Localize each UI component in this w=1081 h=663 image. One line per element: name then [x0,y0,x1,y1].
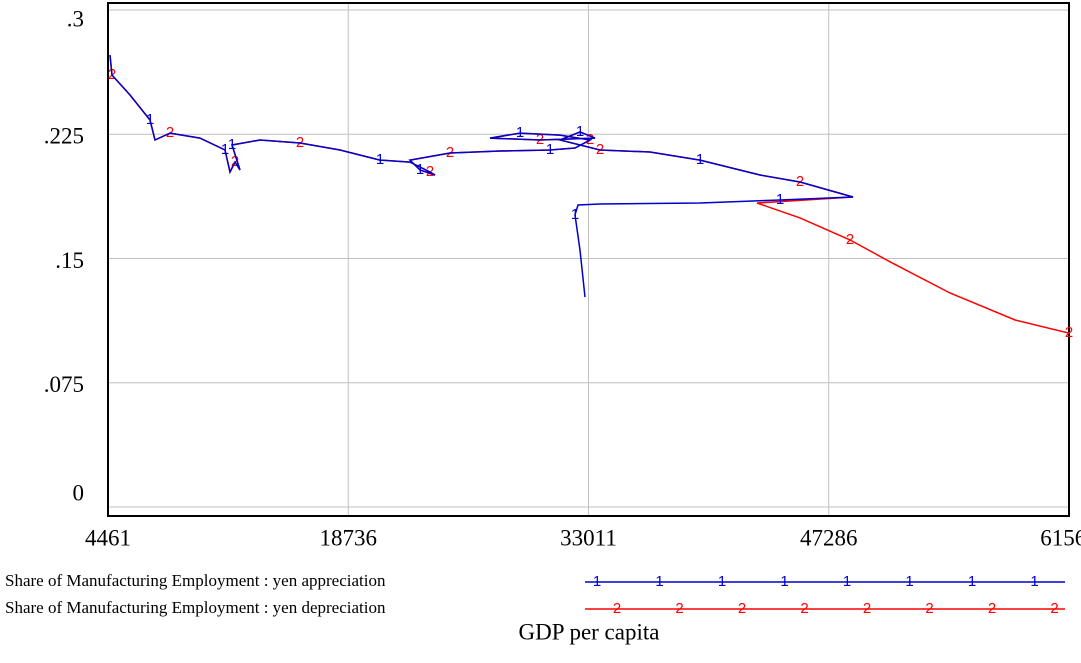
legend-marker: 2 [925,600,933,617]
legend-marker: 2 [613,600,621,617]
x-tick-label: 47286 [800,525,858,550]
x-tick-label: 18736 [320,525,378,550]
legend-marker: 1 [1030,573,1038,590]
series-marker: 1 [546,141,554,158]
series-marker: 1 [516,124,524,141]
x-tick-label: 4461 [85,525,131,550]
y-tick-label: .15 [55,248,84,273]
legend-label: Share of Manufacturing Employment : yen … [5,571,386,590]
series-marker: 2 [846,231,854,248]
y-tick-label: 0 [73,480,85,505]
series-marker: 1 [376,151,384,168]
legend-marker: 1 [843,573,851,590]
legend-marker: 2 [988,600,996,617]
legend-label: Share of Manufacturing Employment : yen … [5,598,386,617]
legend-marker: 2 [738,600,746,617]
legend-marker: 1 [968,573,976,590]
series-marker: 1 [416,161,424,178]
x-axis-label: GDP per capita [519,619,660,644]
series-marker: 1 [696,151,704,168]
series-marker: 1 [228,136,236,153]
y-tick-label: .3 [67,6,84,31]
legend-marker: 1 [780,573,788,590]
series-marker: 1 [571,206,579,223]
series-line [109,55,854,298]
legend-marker: 1 [718,573,726,590]
legend-marker: 2 [675,600,683,617]
x-tick-label: 61561 [1040,525,1081,550]
y-tick-label: .225 [44,124,84,149]
legend-marker: 1 [905,573,913,590]
x-tick-label: 33011 [560,525,617,550]
series-marker: 2 [1065,324,1073,341]
series-line [109,55,1070,334]
plot-frame [107,2,1070,517]
series-marker: 1 [146,111,154,128]
y-tick-label: .075 [44,372,84,397]
legend-marker: 1 [593,573,601,590]
legend-marker: 2 [863,600,871,617]
legend-marker: 2 [800,600,808,617]
series-marker: 1 [576,123,584,140]
legend-marker: 1 [655,573,663,590]
series-marker: 1 [221,141,229,158]
legend-marker: 2 [1050,600,1058,617]
series-marker: 1 [776,191,784,208]
